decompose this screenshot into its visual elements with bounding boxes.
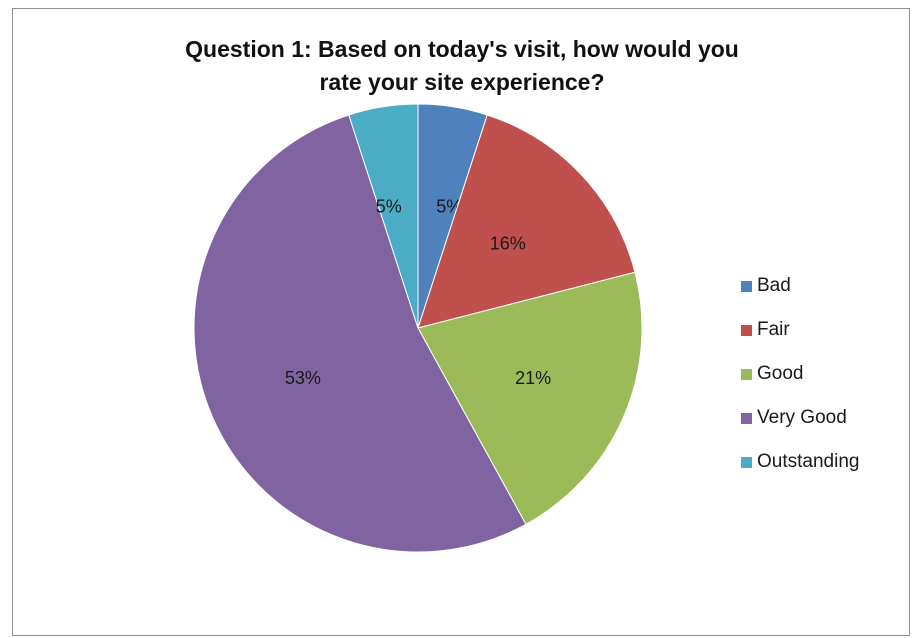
pie-slice-outstanding <box>348 103 419 329</box>
legend-swatch-fair <box>741 324 752 336</box>
legend: Bad Fair Good Very Good Outstanding <box>741 275 859 495</box>
legend-label-good: Good <box>757 363 804 384</box>
legend-label-bad: Bad <box>757 275 791 296</box>
legend-label-fair: Fair <box>757 319 790 340</box>
chart-title: Question 1: Based on today's visit, how … <box>13 33 911 99</box>
data-label-fair: 16% <box>490 234 526 254</box>
legend-swatch-very-good <box>741 412 752 424</box>
chart-title-line-1: Question 1: Based on today's visit, how … <box>185 36 739 62</box>
legend-item-outstanding: Outstanding <box>741 451 859 473</box>
pie-slice-very-good <box>193 114 527 553</box>
data-label-good: 21% <box>515 368 551 388</box>
pie-slice-fair <box>417 114 636 329</box>
legend-label-very-good: Very Good <box>757 407 847 428</box>
legend-item-good: Good <box>741 363 859 385</box>
chart-area: Question 1: Based on today's visit, how … <box>12 8 910 636</box>
pie-chart: 5%16%21%53%5% <box>193 103 643 553</box>
data-label-outstanding: 5% <box>376 196 402 216</box>
legend-swatch-good <box>741 368 752 380</box>
legend-swatch-bad <box>741 280 752 292</box>
legend-label-outstanding: Outstanding <box>757 451 860 472</box>
chart-title-line-2: rate your site experience? <box>319 69 605 95</box>
data-label-very-good: 53% <box>285 368 321 388</box>
legend-item-bad: Bad <box>741 275 859 297</box>
legend-item-very-good: Very Good <box>741 407 859 429</box>
legend-item-fair: Fair <box>741 319 859 341</box>
legend-swatch-outstanding <box>741 456 752 468</box>
pie-slice-good <box>417 271 643 525</box>
